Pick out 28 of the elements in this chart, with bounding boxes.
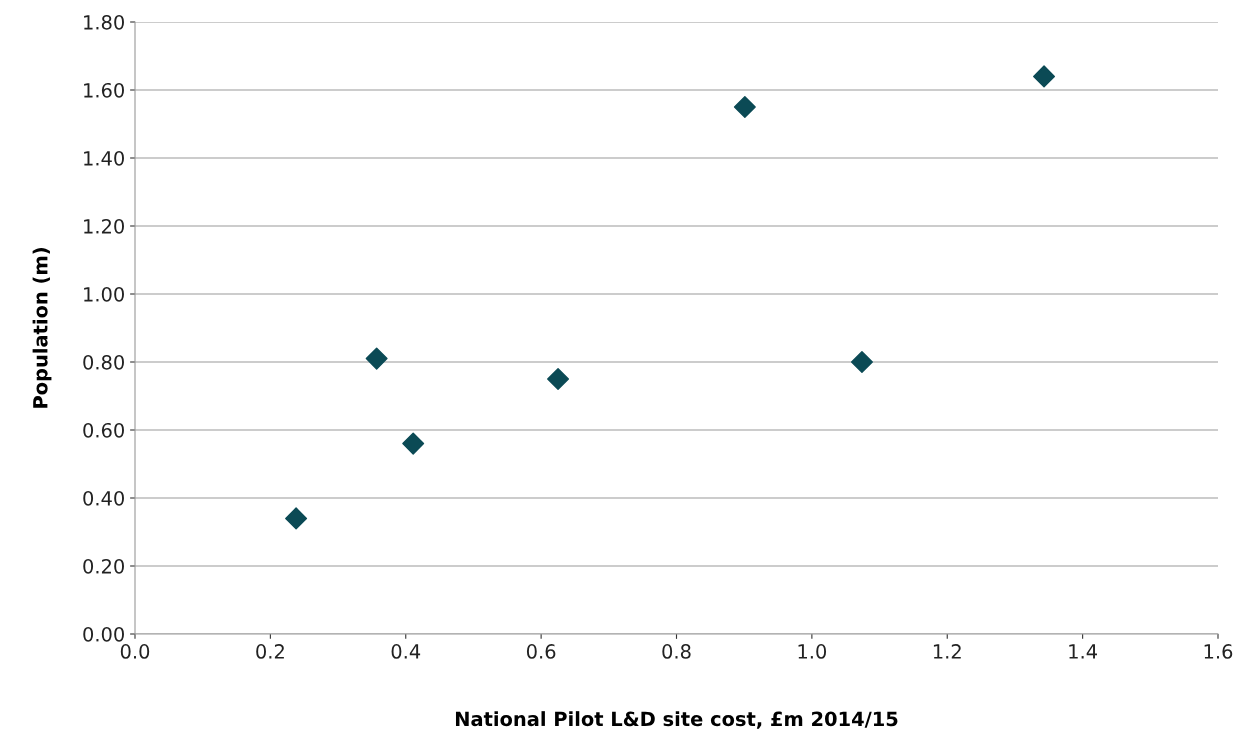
x-tick-label: 1.0 xyxy=(798,644,827,659)
point xyxy=(1033,65,1056,88)
x-tick-label: 0.4 xyxy=(391,644,421,659)
y-tick-label: 0.00 xyxy=(83,626,124,642)
point xyxy=(850,351,873,373)
point xyxy=(402,432,425,455)
point xyxy=(733,96,756,118)
y-axis-title: Population (m) xyxy=(32,248,52,408)
x-tick-label: 0.8 xyxy=(662,644,691,659)
y-tick-label: 1.60 xyxy=(84,82,124,98)
y-tick-label: 1.20 xyxy=(84,218,124,234)
x-tick-label: 0.0 xyxy=(120,644,150,659)
y-tick-label: 0.20 xyxy=(83,558,124,574)
x-tick-label: 0.2 xyxy=(256,644,284,659)
y-tick-label: 1.80 xyxy=(84,14,124,30)
y-tick-label: 0.80 xyxy=(83,354,124,370)
point xyxy=(547,368,570,390)
x-tick-label: 0.6 xyxy=(526,644,556,659)
x-tick-label: 1.4 xyxy=(1069,644,1097,659)
x-tick-label: 1.6 xyxy=(1204,644,1233,659)
point xyxy=(365,347,388,370)
x-axis-title: National Pilot L&D site cost, £m 2014/15 xyxy=(455,711,898,729)
point xyxy=(285,507,308,530)
x-tick-label: 1.2 xyxy=(933,644,961,659)
y-tick-label: 0.60 xyxy=(83,422,124,438)
y-tick-label: 1.00 xyxy=(84,286,124,302)
y-tick-label: 1.40 xyxy=(84,150,124,166)
y-tick-label: 0.40 xyxy=(83,490,124,506)
